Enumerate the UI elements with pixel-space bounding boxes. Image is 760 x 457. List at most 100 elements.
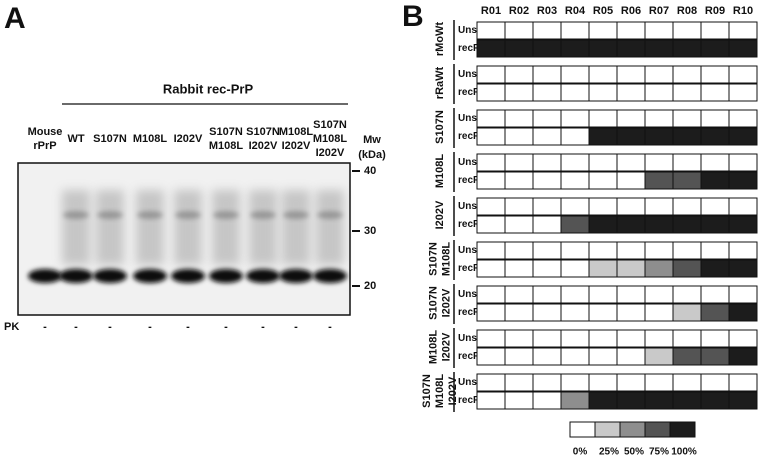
cell [700,215,730,234]
cell [532,65,562,84]
cell [532,303,562,322]
cell [644,83,674,102]
lane-label: M108L [133,133,168,145]
cell [644,39,674,58]
cell [672,285,702,304]
pk-value: - [186,321,190,333]
cell [476,259,506,278]
smear-band [137,211,163,219]
marker-label: 40 [364,165,376,177]
cell [504,347,534,366]
legend-label: 50% [624,447,644,457]
cell [616,303,646,322]
cell [560,21,590,40]
band [171,269,205,283]
pk-value: - [74,321,78,333]
cell [728,259,758,278]
smear-band [97,211,123,219]
cell [644,127,674,146]
cell [644,109,674,128]
column-label: R07 [649,5,669,17]
group-name: S107N [434,110,446,144]
cell [504,259,534,278]
cell [616,285,646,304]
cell [532,127,562,146]
legend-swatch [669,421,696,438]
cell [644,215,674,234]
lane-label: I202V [316,147,345,159]
cell [476,127,506,146]
cell [504,329,534,348]
cell [728,347,758,366]
cell [644,259,674,278]
group-name: rMoWt [434,22,446,57]
cell [588,153,618,172]
legend-swatch [619,421,646,438]
cell [588,21,618,40]
group-name: S107N [427,286,439,320]
cell [588,83,618,102]
cell [476,39,506,58]
cell [588,373,618,392]
cell [588,259,618,278]
legend-swatch [644,421,671,438]
cell [504,241,534,260]
cell [728,21,758,40]
row-label: recRML [458,175,495,186]
cell [588,171,618,190]
cell [504,65,534,84]
cell [476,347,506,366]
lane-label: M108L [209,140,244,152]
cell [672,259,702,278]
cell [728,109,758,128]
marker-label: 30 [364,225,376,237]
cell [616,127,646,146]
cell [700,285,730,304]
row-label: recRML [458,87,495,98]
cell [560,285,590,304]
cell [672,215,702,234]
cell [728,391,758,410]
pk-value: - [328,321,332,333]
cell [700,197,730,216]
cell [532,109,562,128]
cell [700,241,730,260]
cell [728,197,758,216]
lane-label: WT [67,133,84,145]
lane-label: I202V [174,133,203,145]
smear [212,190,240,265]
cell [616,329,646,348]
cell [588,241,618,260]
cell [504,109,534,128]
cell [476,171,506,190]
cell [532,391,562,410]
cell [644,285,674,304]
row-label: recRML [458,131,495,142]
smear-band [283,211,309,219]
cell [616,215,646,234]
cell [700,391,730,410]
cell [560,347,590,366]
group-label: M108L I202V [427,330,452,365]
cell [616,241,646,260]
cell [728,65,758,84]
mw-label: (kDa) [358,149,386,161]
cell [672,153,702,172]
smear [174,190,202,265]
cell [532,83,562,102]
cell [616,197,646,216]
cell [476,329,506,348]
cell [728,127,758,146]
cell [560,153,590,172]
cell [560,171,590,190]
cell [588,329,618,348]
cell [672,197,702,216]
cell [560,109,590,128]
cell [504,153,534,172]
cell [504,285,534,304]
cell [644,197,674,216]
group-name: M108L [427,330,439,365]
group-name: M108L [434,154,446,189]
band [28,269,62,283]
lane-label: S107N [246,126,280,138]
